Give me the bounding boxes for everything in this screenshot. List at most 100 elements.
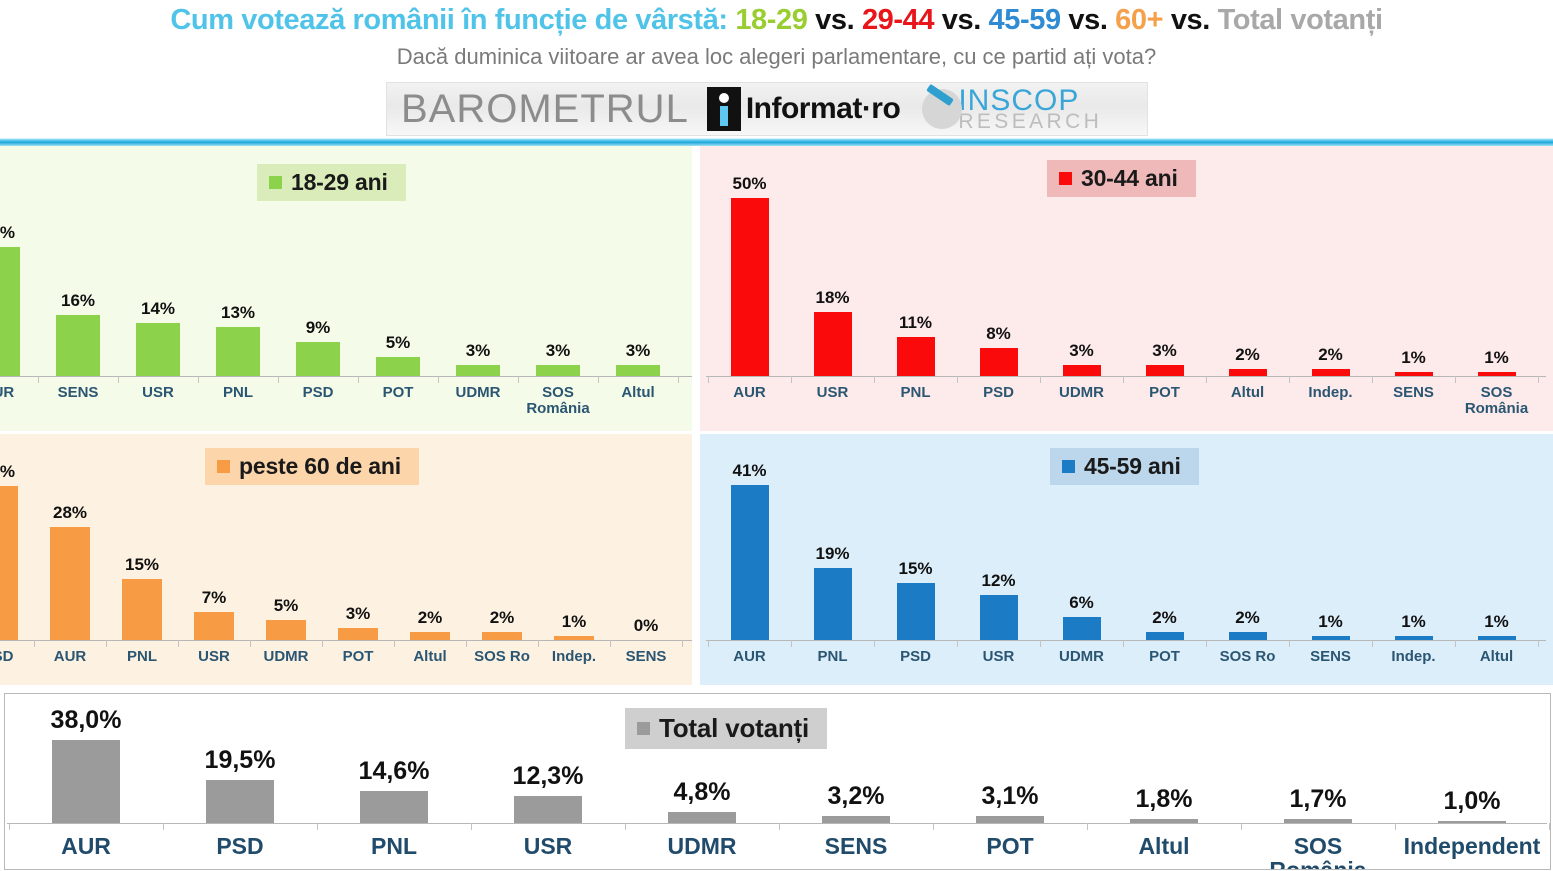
- category-label: PSD: [983, 384, 1014, 401]
- axis-tick: [163, 823, 164, 830]
- legend-label: 30-44 ani: [1081, 165, 1178, 191]
- bar-value-label: 50%: [732, 173, 767, 193]
- axis-tick: [9, 823, 10, 830]
- bar-usr: [979, 594, 1018, 640]
- bar-aur: [730, 484, 769, 640]
- inscop-line2: RESEARCH: [958, 109, 1103, 133]
- legend-total: Total votanți: [625, 708, 828, 749]
- title-segment-7: 60+: [1115, 4, 1164, 36]
- legend-swatch-icon: [269, 176, 282, 189]
- bar-udmr: [456, 364, 500, 376]
- bar-value-label: 3%: [1152, 341, 1177, 361]
- axis-tick: [106, 640, 107, 647]
- bar-value-label: 1%: [1401, 348, 1426, 368]
- category-label: SOS România: [1464, 384, 1529, 417]
- plot-area-18-29: 34% AUR 16% SENS 14% USR 13% PNL 9% PSD 5% POT 3% UDM…: [0, 146, 692, 431]
- axis-tick: [1538, 640, 1539, 647]
- axis-tick: [779, 823, 780, 830]
- plot-area-total: 38,0% AUR 19,5% PSD 14,6% PNL 12,3% USR 4,8% UDMR…: [5, 694, 1550, 869]
- title-segment-0: Cum votează românii în funcție de vârstă…: [170, 4, 736, 36]
- bar-value-label: 12,3%: [512, 762, 584, 791]
- informat-ro-wordmark: Informat·ro: [745, 92, 901, 125]
- bar-value-label: 1,8%: [1135, 785, 1193, 814]
- category-label: AUR: [733, 648, 766, 665]
- category-label: SOS România: [1269, 833, 1367, 870]
- axis-tick: [466, 640, 467, 647]
- bar-usr: [813, 311, 852, 376]
- bar-psd: [296, 341, 340, 376]
- category-label: SOS România: [526, 384, 590, 417]
- axis-tick: [1206, 376, 1207, 383]
- axis-tick: [1289, 640, 1290, 647]
- bar-udmr: [668, 812, 736, 823]
- legend-label: 18-29 ani: [291, 169, 388, 195]
- bar-value-label: 38%: [0, 462, 16, 482]
- category-label: USR: [142, 384, 174, 401]
- axis-tick: [1123, 376, 1124, 383]
- page-subtitle: Dacă duminica viitoare ar avea loc alege…: [396, 44, 1157, 69]
- title-segment-8: vs.: [1163, 4, 1218, 36]
- title-segment-1: 18-29: [735, 4, 808, 36]
- axis-tick: [1040, 376, 1041, 383]
- category-label: PNL: [900, 384, 931, 401]
- inscop-wordmark: INSCOP RESEARCH: [958, 85, 1103, 133]
- bar-pot: [338, 627, 378, 640]
- category-label: PNL: [127, 648, 157, 665]
- category-label: USR: [982, 648, 1015, 665]
- title-segment-3: 29-44: [861, 4, 935, 36]
- legend-30-44: 30-44 ani: [1047, 160, 1196, 197]
- category-label: AUR: [733, 384, 766, 401]
- bar-value-label: 1%: [561, 611, 587, 631]
- axis-tick: [1549, 823, 1550, 830]
- bar-pnl: [896, 336, 935, 376]
- bar-psd: [0, 486, 18, 640]
- bar-value-label: 13%: [220, 302, 256, 322]
- category-label: PNL: [371, 833, 417, 859]
- bar-value-label: 14,6%: [358, 757, 430, 785]
- logo-strip: BAROMETRUL Informat·ro INSCOP RESEARCH: [386, 82, 1148, 136]
- axis-tick: [317, 823, 318, 830]
- bar-value-label: 1%: [1484, 612, 1509, 632]
- chart-panel-total: 38,0% AUR 19,5% PSD 14,6% PNL 12,3% USR 4,8% UDMR…: [4, 693, 1551, 870]
- legend-peste-60: peste 60 de ani: [205, 448, 419, 485]
- legend-45-59: 45-59 ani: [1050, 448, 1199, 485]
- page-title: Cum votează românii în funcție de vârstă…: [0, 4, 1553, 37]
- title-segment-5: 45-59: [988, 4, 1062, 36]
- legend-label: 45-59 ani: [1084, 453, 1181, 479]
- title-segment-4: vs.: [934, 4, 989, 36]
- category-label: SENS: [1310, 648, 1351, 665]
- bar-value-label: 16%: [60, 291, 96, 311]
- bar-pot: [1145, 632, 1184, 640]
- legend-swatch-icon: [217, 460, 230, 473]
- category-label: UDMR: [263, 648, 309, 665]
- bar-value-label: 2%: [1152, 608, 1177, 628]
- title-segment-2: vs.: [807, 4, 862, 36]
- axis-tick: [791, 640, 792, 647]
- category-label: PNL: [223, 384, 253, 401]
- axis-tick: [933, 823, 934, 830]
- category-label: POT: [382, 384, 414, 401]
- chart-panel-45-59: 41% AUR 19% PNL 15% PSD 12% USR 6% UDMR 2% POT 2% SOS…: [700, 434, 1553, 685]
- category-label: PSD: [0, 648, 14, 665]
- category-label: POT: [1149, 648, 1180, 665]
- bar-value-label: 15%: [124, 555, 160, 575]
- bar-udmr: [266, 619, 306, 640]
- bar-indep-: [1394, 636, 1433, 640]
- category-label: USR: [523, 833, 573, 859]
- bar-value-label: 5%: [273, 595, 299, 615]
- axis-tick: [1372, 376, 1373, 383]
- bar-value-label: 2%: [489, 607, 515, 627]
- bar-value-label: 3%: [465, 340, 491, 360]
- bar-altul: [1130, 819, 1198, 823]
- bar-value-label: 6%: [1069, 593, 1094, 613]
- category-label: PNL: [817, 648, 848, 665]
- legend-swatch-icon: [637, 722, 650, 735]
- category-label: UDMR: [1059, 384, 1104, 401]
- category-label: PSD: [216, 833, 264, 859]
- axis-tick: [1538, 376, 1539, 383]
- plot-area-30-44: 50% AUR 18% USR 11% PNL 8% PSD 3% UDMR 3% POT 2% Altu…: [700, 146, 1553, 431]
- axis-tick: [518, 376, 519, 383]
- bar-psd: [979, 347, 1018, 376]
- legend-label: peste 60 de ani: [239, 453, 401, 479]
- bar-value-label: 14%: [140, 298, 176, 318]
